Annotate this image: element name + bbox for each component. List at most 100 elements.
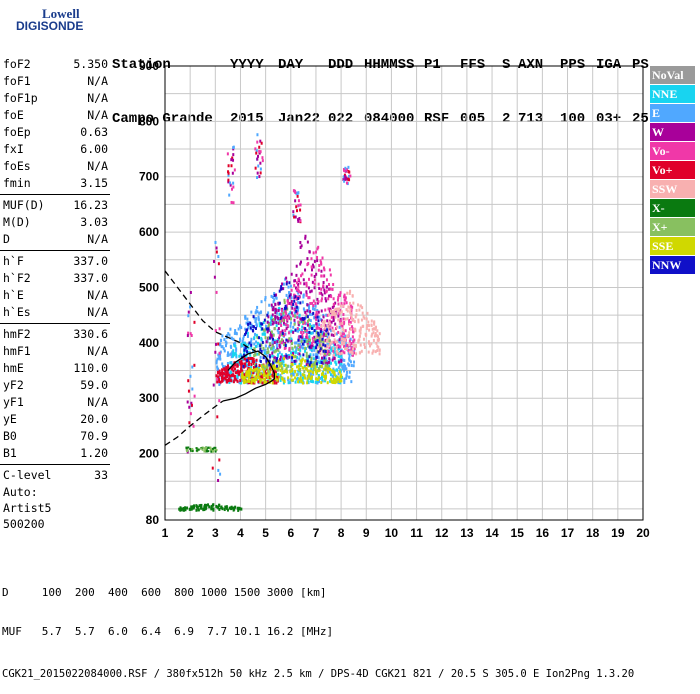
data-point bbox=[280, 362, 283, 366]
data-point bbox=[320, 291, 323, 295]
data-point bbox=[249, 367, 252, 371]
data-point bbox=[294, 305, 297, 309]
data-point bbox=[217, 479, 220, 483]
data-point bbox=[279, 355, 282, 359]
data-point bbox=[191, 387, 194, 391]
x-tick-label: 17 bbox=[561, 526, 575, 540]
data-point bbox=[256, 310, 259, 314]
data-point bbox=[316, 339, 319, 343]
data-point bbox=[286, 319, 289, 323]
data-point bbox=[205, 449, 208, 452]
data-point bbox=[260, 381, 263, 385]
data-point bbox=[233, 374, 236, 378]
data-point bbox=[339, 345, 342, 349]
data-point bbox=[352, 347, 355, 351]
data-point bbox=[295, 273, 298, 277]
data-point bbox=[250, 381, 253, 385]
ionospheric-parameters: foF2 5.350 foF1 N/A foF1p N/A foE N/A foEp 0.63 fx… bbox=[0, 56, 110, 484]
data-point bbox=[327, 360, 330, 364]
data-point bbox=[253, 347, 256, 351]
data-point bbox=[289, 381, 292, 385]
data-point bbox=[298, 342, 301, 346]
data-point bbox=[212, 503, 215, 507]
param-label: h`Es bbox=[3, 305, 31, 319]
param-value: 110.0 bbox=[73, 361, 108, 375]
data-point bbox=[262, 356, 265, 360]
header-row1-cell-6: FFS bbox=[460, 57, 486, 73]
data-point bbox=[236, 361, 239, 365]
data-point bbox=[347, 178, 350, 182]
data-point bbox=[217, 342, 220, 346]
data-point bbox=[241, 362, 244, 366]
data-point bbox=[290, 378, 293, 382]
data-point bbox=[226, 365, 229, 369]
data-point bbox=[319, 259, 322, 263]
data-point bbox=[324, 333, 327, 337]
data-point bbox=[315, 371, 318, 375]
data-point bbox=[306, 381, 309, 385]
data-point bbox=[267, 369, 270, 373]
data-point bbox=[342, 327, 345, 331]
data-point bbox=[216, 357, 219, 361]
y-tick-label: 800 bbox=[139, 114, 159, 128]
data-point bbox=[370, 334, 373, 338]
x-tick-label: 8 bbox=[338, 526, 345, 540]
header-row1-cell-3: DDD bbox=[328, 57, 354, 73]
data-point bbox=[268, 336, 271, 340]
data-point bbox=[287, 285, 290, 289]
data-point bbox=[195, 447, 198, 450]
data-point bbox=[275, 311, 278, 315]
data-point bbox=[361, 324, 364, 328]
data-point bbox=[217, 262, 220, 266]
data-point bbox=[292, 355, 295, 359]
data-point bbox=[311, 301, 314, 305]
data-point bbox=[231, 156, 234, 160]
data-point bbox=[350, 342, 353, 346]
data-point bbox=[328, 370, 331, 374]
data-point bbox=[303, 321, 306, 325]
data-point bbox=[320, 318, 323, 322]
data-point bbox=[324, 379, 327, 383]
data-point bbox=[302, 326, 305, 330]
data-point bbox=[237, 327, 240, 331]
data-point bbox=[333, 340, 336, 344]
data-point bbox=[346, 167, 349, 171]
data-point bbox=[280, 312, 283, 316]
data-point bbox=[263, 377, 266, 381]
data-point bbox=[193, 363, 196, 367]
data-point bbox=[307, 377, 310, 381]
data-point bbox=[187, 314, 190, 318]
data-point bbox=[239, 381, 242, 385]
data-point bbox=[258, 323, 261, 327]
data-point bbox=[218, 399, 221, 403]
data-point bbox=[347, 169, 350, 173]
data-point bbox=[284, 322, 287, 326]
data-point bbox=[250, 343, 253, 347]
data-point bbox=[344, 341, 347, 345]
data-point bbox=[227, 170, 230, 174]
data-point bbox=[355, 308, 358, 312]
data-point bbox=[316, 353, 319, 357]
data-point bbox=[326, 349, 329, 353]
data-point bbox=[212, 450, 215, 453]
data-point bbox=[342, 304, 345, 308]
data-point bbox=[349, 312, 352, 316]
data-point bbox=[297, 369, 300, 373]
data-point bbox=[297, 380, 300, 384]
data-point bbox=[316, 377, 319, 381]
data-point bbox=[301, 338, 304, 342]
data-point bbox=[257, 315, 260, 319]
data-point bbox=[302, 307, 305, 311]
data-point bbox=[305, 281, 308, 285]
data-point bbox=[256, 341, 259, 345]
data-point bbox=[285, 306, 288, 310]
data-point bbox=[343, 366, 346, 370]
data-point bbox=[333, 338, 336, 342]
data-point bbox=[343, 369, 346, 373]
data-point bbox=[313, 329, 316, 333]
data-point bbox=[328, 345, 331, 349]
data-point bbox=[243, 353, 246, 357]
data-point bbox=[227, 332, 230, 336]
data-point bbox=[281, 282, 284, 286]
data-point bbox=[308, 296, 311, 300]
